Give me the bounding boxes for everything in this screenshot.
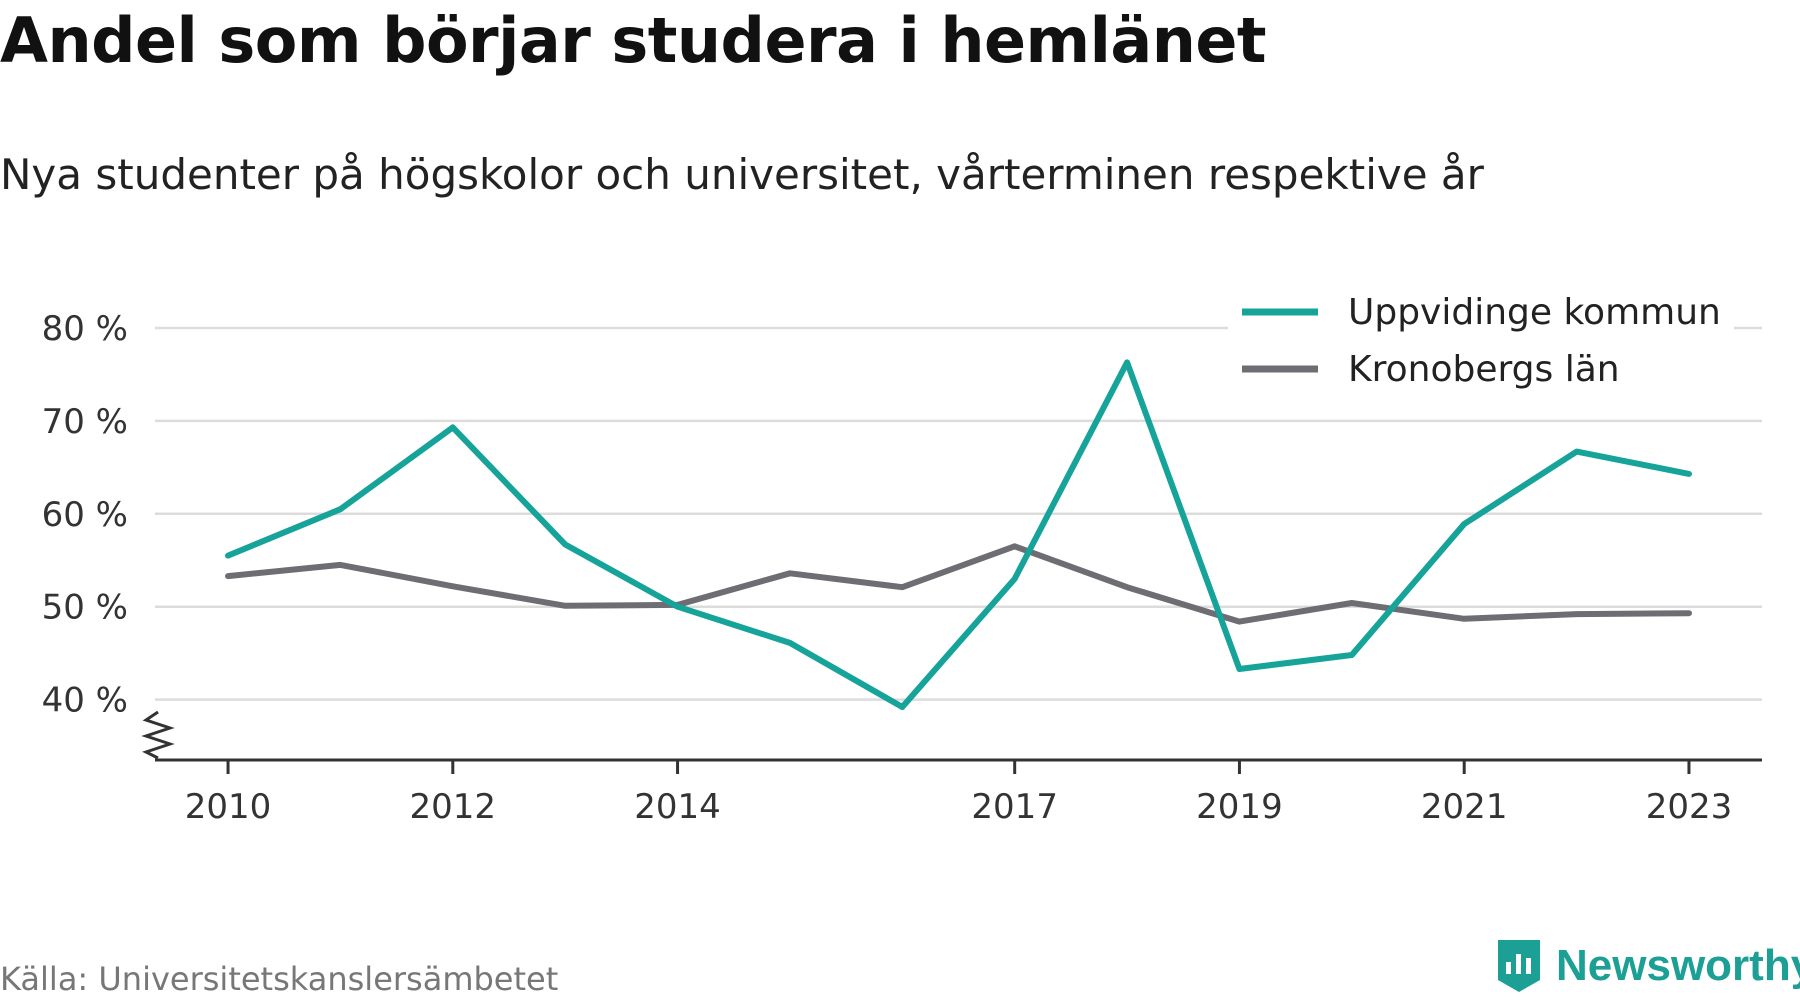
- y-tick-label-50: 50 %: [42, 588, 128, 628]
- x-axis: 2010 2012 2014 2017 2019 2021 2023: [141, 710, 1762, 827]
- newsworthy-logo[interactable]: Newsworthy: [1494, 936, 1800, 996]
- series-line-0: [225, 359, 1692, 710]
- y-tick-label-40: 40 %: [42, 681, 128, 721]
- source-note: Källa: Universitetskanslersämbetet: [0, 960, 559, 998]
- x-tick-label-2017: 2017: [971, 787, 1058, 827]
- y-tick-label-80: 80 %: [42, 309, 128, 349]
- legend: Uppvidinge kommun Kronobergs län: [1228, 288, 1734, 396]
- bar-chart-badge-icon: [1498, 940, 1540, 992]
- legend-label-1: Kronobergs län: [1348, 349, 1620, 390]
- series-line-1: [225, 543, 1692, 625]
- chart-subtitle: Nya studenter på högskolor och universit…: [0, 150, 1484, 199]
- brand-name: Newsworthy: [1556, 941, 1800, 990]
- y-tick-labels: 40 % 50 % 60 % 70 % 80 %: [42, 309, 128, 721]
- series-lines: [225, 359, 1692, 710]
- x-tick-label-2021: 2021: [1421, 787, 1508, 827]
- x-tick-label-2010: 2010: [185, 787, 272, 827]
- x-tick-label-2014: 2014: [634, 787, 721, 827]
- x-tick-label-2012: 2012: [410, 787, 497, 827]
- x-tick-label-2019: 2019: [1196, 787, 1283, 827]
- chart-title: Andel som börjar studera i hemlänet: [0, 4, 1267, 77]
- legend-label-0: Uppvidinge kommun: [1348, 292, 1721, 333]
- y-tick-label-70: 70 %: [42, 402, 128, 442]
- y-tick-label-60: 60 %: [42, 495, 128, 535]
- x-tick-label-2023: 2023: [1646, 787, 1733, 827]
- legend-background: [1228, 288, 1734, 396]
- axis-break-icon: [141, 710, 175, 760]
